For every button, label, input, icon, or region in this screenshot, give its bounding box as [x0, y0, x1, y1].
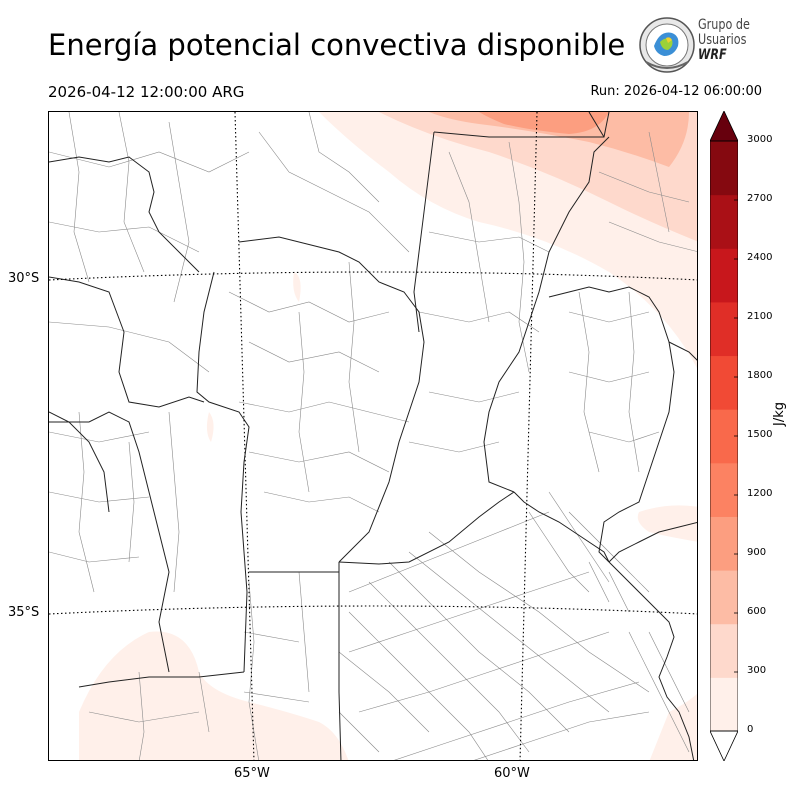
colorbar-segment: [710, 248, 738, 303]
meridian-65w: [234, 112, 255, 760]
lon-label-65w: 65°W: [234, 766, 270, 781]
colorbar-tick-label: 2400: [747, 252, 773, 263]
boundary-san-luis-la-pampa: [78, 671, 245, 688]
colorbar-segment: [710, 570, 738, 625]
colorbar-tick-label: 900: [747, 547, 767, 558]
colorbar-over-arrow: [710, 111, 738, 142]
cape-area-north-spot: [293, 272, 301, 302]
run-time: Run: 2026-04-12 06:00:00: [590, 84, 762, 99]
colorbar-tick-label: 2700: [747, 193, 773, 204]
colorbar-segment: [710, 516, 738, 571]
coastline-rio-de-la-plata: [608, 561, 695, 760]
colorbar-segment: [710, 355, 738, 410]
logo-line-3: WRF: [698, 47, 727, 63]
boundary-catamarca-south: [49, 276, 205, 408]
boundary-buenos-aires-west: [338, 562, 342, 760]
cape-map: [49, 112, 697, 760]
department-boundaries: [49, 112, 697, 760]
cape-area-northeast-peak: [479, 112, 609, 134]
cape-area-east-coast: [637, 505, 697, 542]
colorbar-tick-label: 2100: [747, 311, 773, 322]
colorbar-tick-label: 3000: [747, 134, 773, 145]
boundary-corrientes: [548, 286, 675, 563]
graticule: [49, 112, 697, 760]
valid-time: 2026-04-12 12:00:00 ARG: [48, 83, 245, 101]
map-frame: [48, 111, 698, 761]
colorbar-unit: J/kg: [772, 402, 787, 426]
colorbar-tick-label: 1800: [747, 370, 773, 381]
parallel-35s: [49, 605, 697, 615]
boundary-cordoba-north: [238, 236, 425, 343]
colorbar-tick-label: 1500: [747, 429, 773, 440]
lat-label-35s: 35°S: [8, 605, 40, 620]
colorbar-tick-label: 600: [747, 606, 767, 617]
colorbar-segment: [710, 301, 738, 357]
province-boundaries: [49, 112, 697, 760]
boundary-la-rioja-sanjuan: [49, 411, 170, 673]
boundary-cordoba-east: [338, 341, 425, 563]
boundary-east-brazil: [668, 341, 697, 361]
colorbar-segment: [710, 677, 738, 732]
cape-area-southeast-low: [649, 693, 697, 760]
boundary-cordoba-west: [196, 271, 250, 673]
colorbar-tick-label: 300: [747, 665, 767, 676]
logo-text: Grupo de Usuarios WRF: [698, 18, 750, 63]
meridian-60w: [519, 112, 538, 760]
colorbar-segments: [710, 141, 738, 732]
cape-area-southwest-low: [79, 631, 349, 760]
coastline-uruguay: [608, 521, 697, 563]
logo-line-1: Grupo de: [698, 17, 750, 33]
colorbar: [710, 111, 738, 761]
lon-label-60w: 60°W: [494, 766, 530, 781]
colorbar-under-arrow: [710, 730, 738, 761]
boundary-mendoza-west: [49, 411, 110, 513]
colorbar-ticks: [734, 140, 738, 732]
boundary-santiago-east: [413, 131, 435, 333]
boundary-entre-rios: [513, 491, 610, 563]
colorbar-segment: [710, 623, 738, 678]
colorbar-segment: [710, 462, 738, 517]
boundary-northeast-top: [588, 112, 605, 138]
logo-line-2: Usuarios: [698, 32, 747, 48]
cape-area-northeast-high: [429, 112, 689, 167]
colorbar-segment: [710, 409, 738, 464]
colorbar-tick-label: 1200: [747, 488, 773, 499]
chart-title: Energía potencial convectiva disponible: [48, 28, 626, 62]
colorbar-segment: [710, 194, 738, 249]
cape-shading: [79, 112, 697, 760]
boundary-buenos-aires-north: [338, 491, 515, 565]
wrf-group-logo: Grupo de Usuarios WRF: [638, 16, 758, 76]
cape-area-central-spot: [206, 412, 214, 442]
colorbar-tick-label: 0: [747, 724, 754, 735]
boundary-chaco-north: [433, 112, 610, 138]
boundary-santa-fe-east: [483, 136, 610, 493]
boundary-catamarca-west: [49, 156, 200, 273]
colorbar-segment: [710, 141, 738, 196]
colorbar-outline: [710, 140, 738, 732]
globe-emblem-icon: [639, 17, 695, 73]
lat-label-30s: 30°S: [8, 271, 40, 286]
parallel-30s: [49, 271, 697, 281]
